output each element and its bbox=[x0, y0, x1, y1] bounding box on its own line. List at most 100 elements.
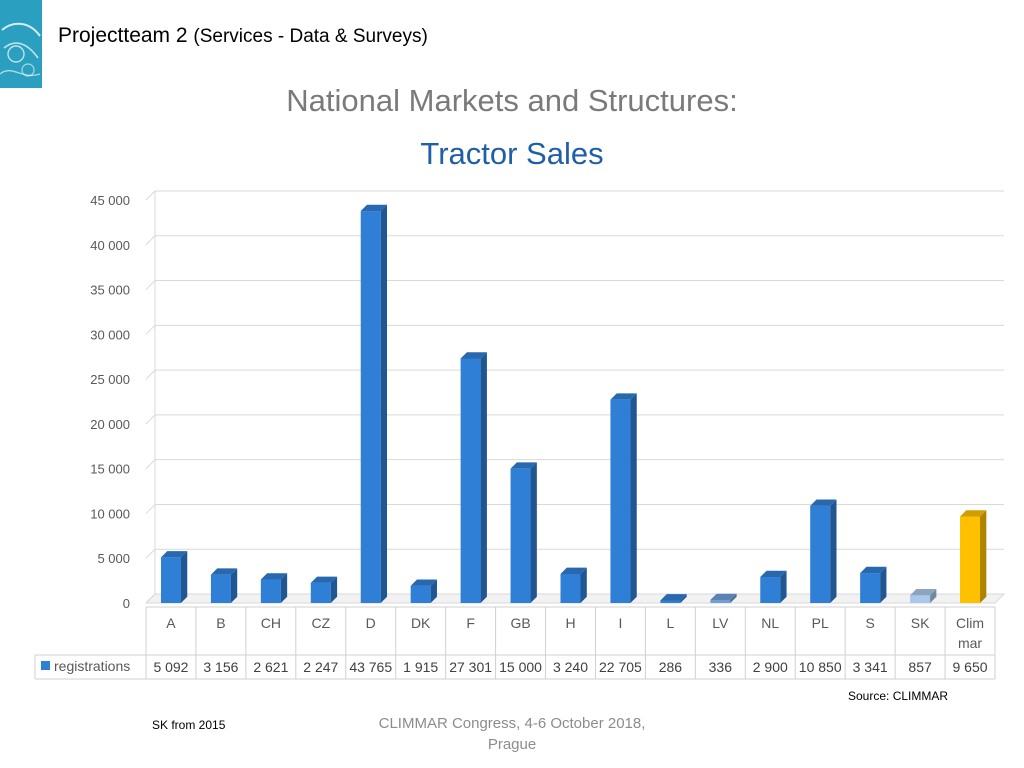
category-label: GB bbox=[510, 615, 530, 631]
bar-top bbox=[610, 393, 637, 400]
data-label: 2 900 bbox=[753, 659, 788, 675]
data-label: 15 000 bbox=[499, 659, 542, 675]
category-label: mar bbox=[958, 635, 982, 651]
category-label: CH bbox=[261, 615, 281, 631]
gridline bbox=[145, 190, 1004, 201]
bar bbox=[260, 573, 288, 603]
footer: CLIMMAR Congress, 4-6 October 2018, Prag… bbox=[362, 713, 662, 755]
bar-side bbox=[380, 204, 388, 603]
data-label: 2 247 bbox=[303, 659, 338, 675]
bar-front bbox=[660, 600, 681, 603]
bar-side bbox=[780, 570, 787, 603]
footer-line-1: CLIMMAR Congress, 4-6 October 2018, bbox=[378, 715, 646, 732]
bar-top bbox=[660, 594, 687, 601]
category-label: D bbox=[366, 615, 376, 631]
slide-subtitle: Tractor Sales bbox=[420, 136, 604, 171]
data-label: 3 156 bbox=[203, 659, 238, 675]
bar bbox=[660, 594, 687, 603]
y-tick-label: 35 000 bbox=[90, 283, 130, 298]
bar bbox=[510, 462, 537, 603]
bar-side bbox=[480, 352, 487, 603]
y-tick-label: 10 000 bbox=[90, 506, 130, 521]
data-label: 10 850 bbox=[799, 659, 842, 675]
gridline bbox=[145, 280, 1004, 290]
source-note: Source: CLIMMAR bbox=[848, 689, 949, 703]
slide-title: National Markets and Structures: bbox=[286, 83, 738, 118]
bar-side bbox=[230, 568, 238, 603]
category-label: Clim bbox=[956, 615, 984, 631]
data-label: 2 621 bbox=[253, 659, 288, 675]
bar bbox=[960, 510, 987, 603]
bar-front bbox=[760, 577, 781, 603]
bar bbox=[860, 566, 887, 603]
bar-front bbox=[310, 582, 331, 603]
bar-side bbox=[630, 393, 637, 603]
data-label: 857 bbox=[908, 659, 932, 675]
bar-top bbox=[160, 551, 188, 558]
y-tick-label: 15 000 bbox=[90, 462, 130, 477]
category-label: LV bbox=[712, 615, 729, 631]
legend-series-name: registrations bbox=[54, 658, 130, 674]
gridline bbox=[145, 369, 1004, 380]
legend-swatch bbox=[41, 661, 50, 670]
header-title-main: Projectteam 2 bbox=[58, 24, 188, 47]
category-label: I bbox=[618, 615, 622, 631]
bar-top bbox=[860, 566, 887, 574]
bar-front bbox=[560, 573, 581, 603]
bar-front bbox=[410, 585, 431, 603]
bar-side bbox=[430, 579, 437, 603]
bar-front bbox=[510, 468, 531, 603]
data-label: 336 bbox=[709, 659, 733, 675]
bar-side bbox=[730, 593, 737, 603]
footnote: SK from 2015 bbox=[152, 718, 226, 732]
category-label: SK bbox=[911, 615, 930, 631]
footer-line-2: Prague bbox=[487, 736, 537, 753]
bar-front bbox=[160, 557, 181, 603]
bar bbox=[810, 499, 837, 603]
y-tick-label: 40 000 bbox=[90, 238, 130, 253]
bar bbox=[360, 204, 388, 603]
bar-top bbox=[910, 589, 937, 596]
bar-side bbox=[280, 573, 288, 603]
bar bbox=[310, 576, 338, 603]
data-label: 286 bbox=[659, 659, 683, 675]
category-label: CZ bbox=[311, 615, 330, 631]
bar-front bbox=[960, 516, 981, 603]
y-tick-label: 5 000 bbox=[97, 551, 130, 566]
gridline bbox=[145, 414, 1004, 425]
data-label: 1 915 bbox=[403, 659, 438, 675]
bar-front bbox=[810, 505, 831, 603]
bars bbox=[160, 204, 987, 603]
bar-top bbox=[760, 570, 787, 578]
data-label: 5 092 bbox=[153, 659, 188, 675]
bar bbox=[160, 551, 188, 603]
category-label: S bbox=[865, 615, 874, 631]
category-label: B bbox=[216, 615, 225, 631]
bar-top bbox=[310, 576, 338, 583]
data-label: 9 650 bbox=[953, 659, 988, 675]
bar-top bbox=[410, 579, 437, 586]
y-axis-ticks: 0 5 000 10 000 15 000 20 000 25 000 30 000 35 0… bbox=[90, 193, 130, 611]
bar-side bbox=[930, 589, 937, 603]
bar-top bbox=[510, 462, 537, 469]
bar-top bbox=[210, 568, 238, 575]
bar-side bbox=[330, 576, 338, 603]
bar bbox=[760, 570, 787, 603]
bar-front bbox=[460, 358, 481, 603]
bar bbox=[610, 393, 637, 603]
bar-top bbox=[460, 352, 487, 359]
bar-side bbox=[530, 462, 537, 603]
category-label: H bbox=[565, 615, 575, 631]
category-label: DK bbox=[411, 615, 431, 631]
data-label: 22 705 bbox=[599, 659, 642, 675]
gridline bbox=[145, 459, 1004, 470]
category-label: L bbox=[666, 615, 674, 631]
y-tick-label: 30 000 bbox=[90, 327, 130, 342]
data-label: 43 765 bbox=[349, 659, 392, 675]
y-tick-label: 25 000 bbox=[90, 372, 130, 387]
bar-top bbox=[960, 510, 987, 517]
data-table: A B CH CZ D DK F GB H I L LV NL PL S SK Clim mar registrat… bbox=[34, 606, 996, 680]
bar bbox=[910, 589, 937, 603]
bar bbox=[460, 352, 487, 603]
